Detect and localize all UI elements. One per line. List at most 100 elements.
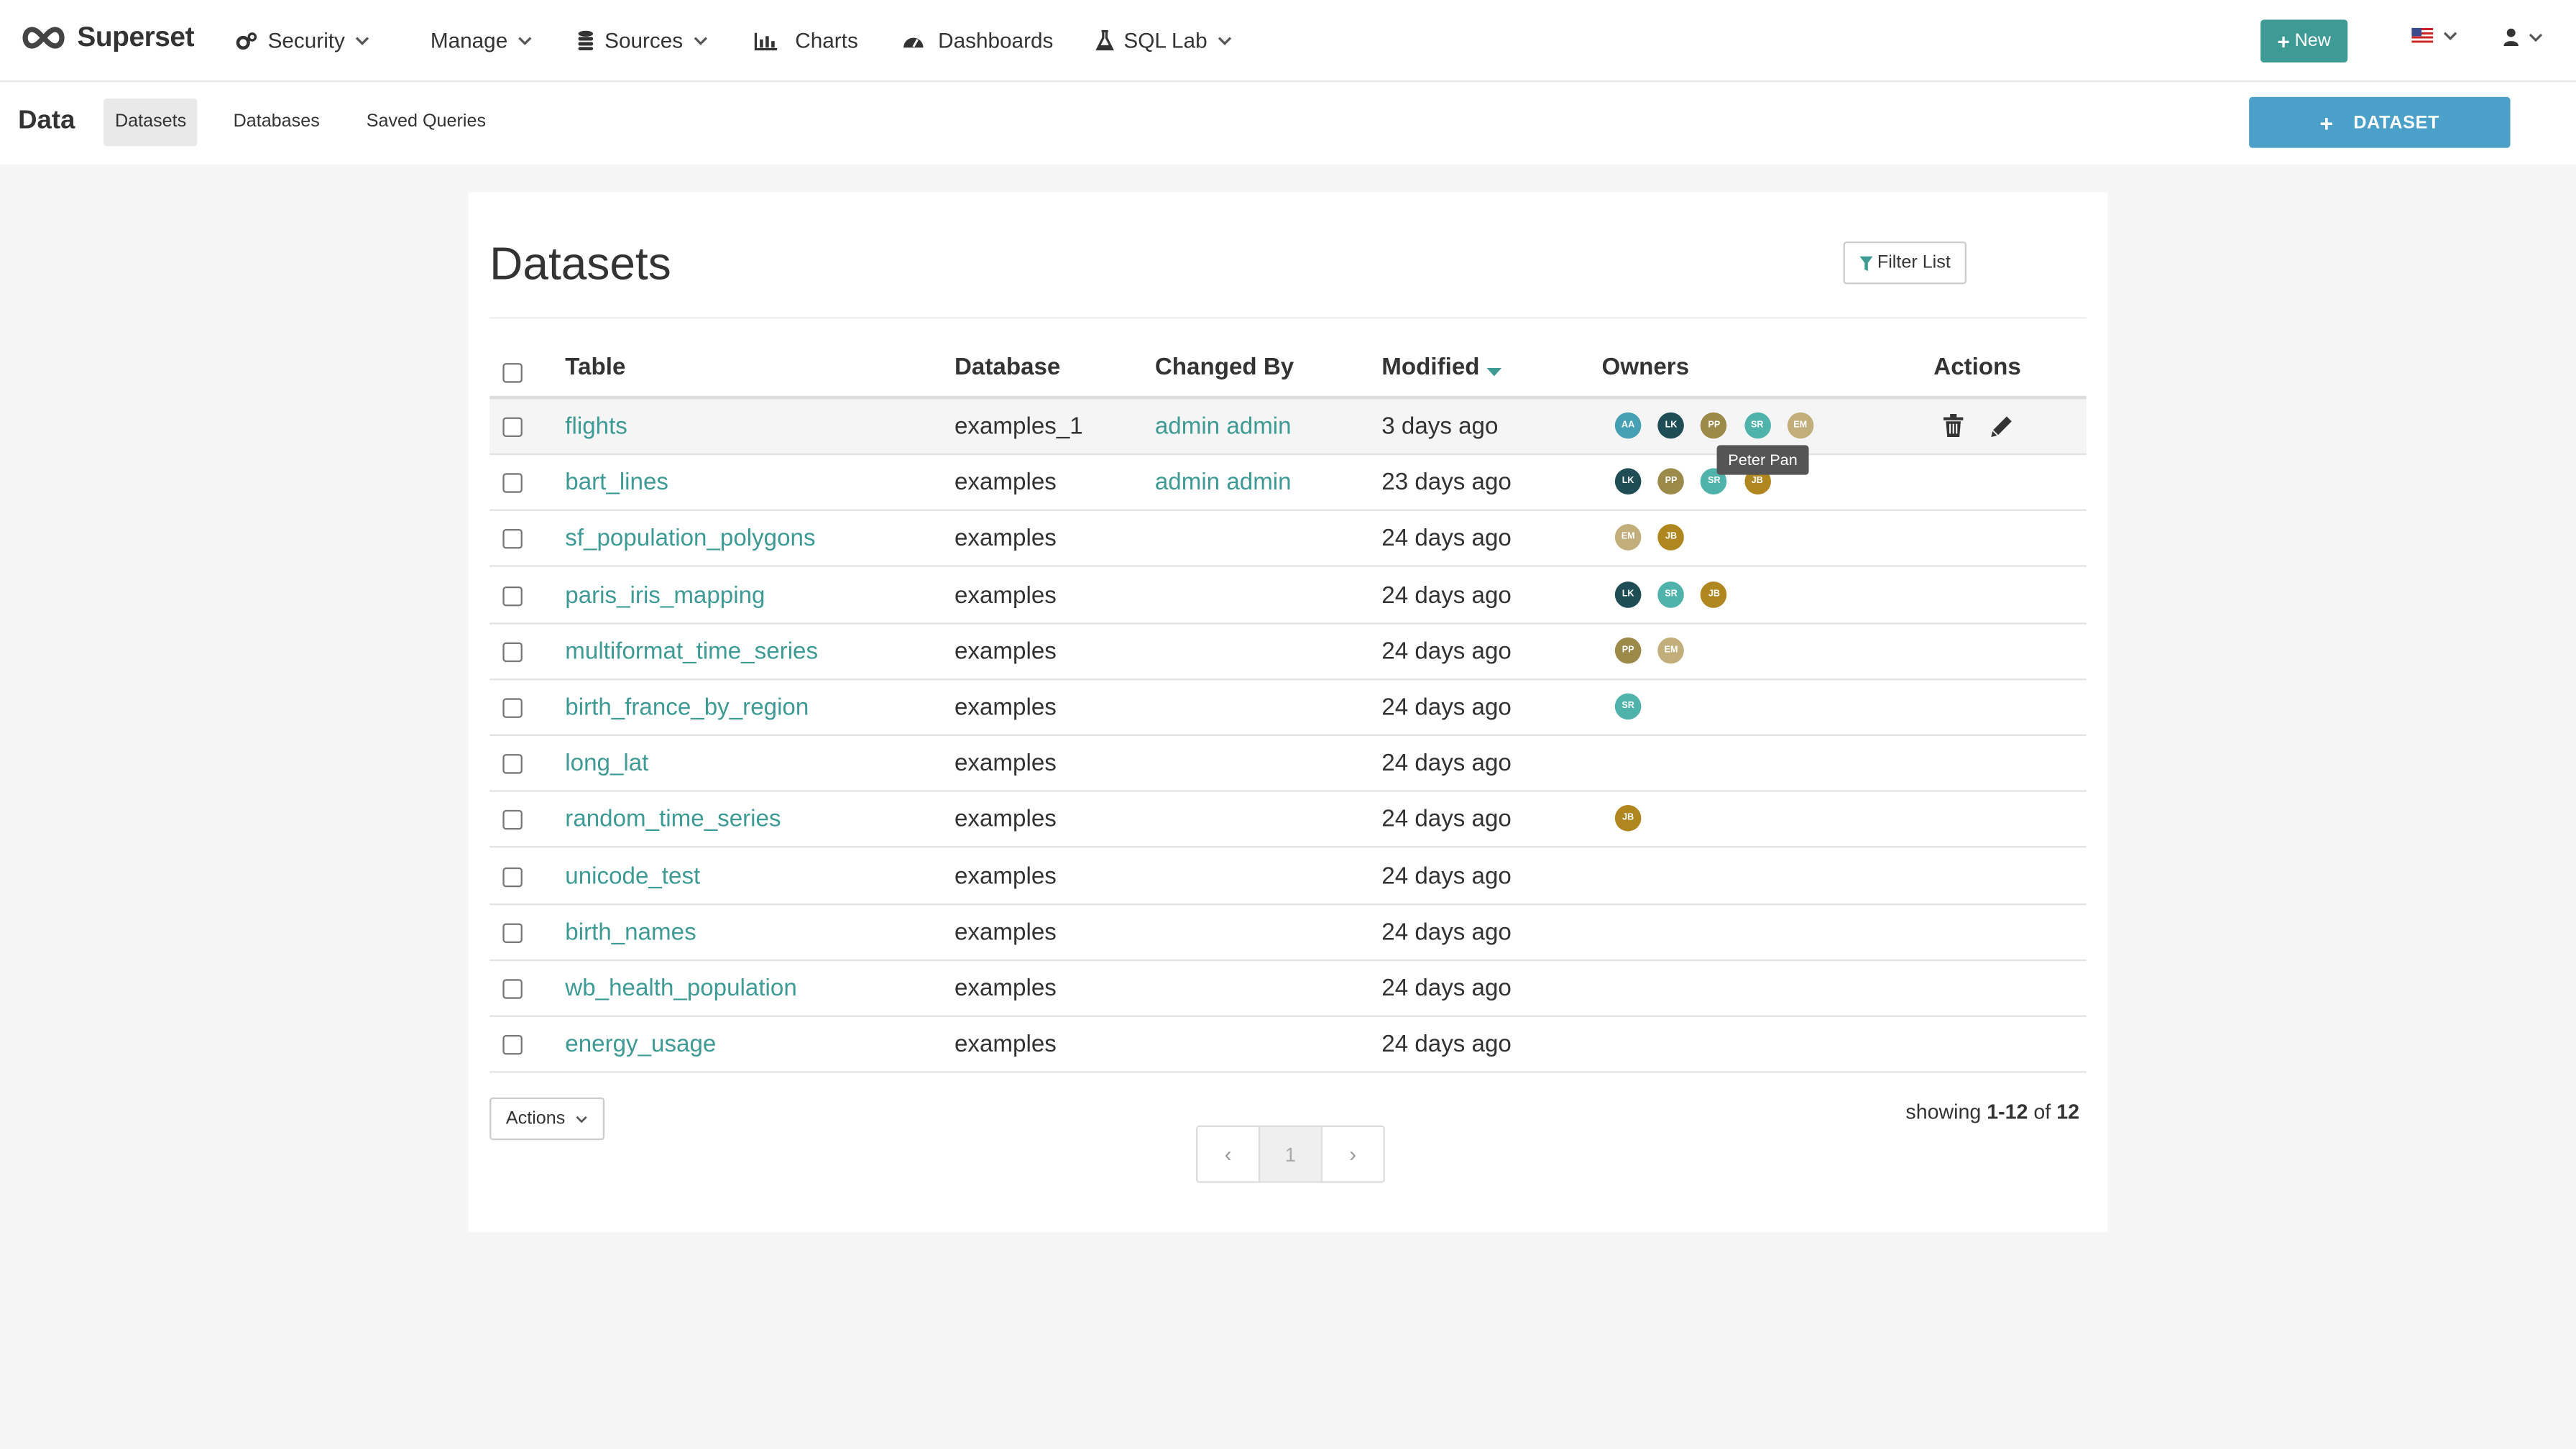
owner-avatar[interactable]: EM (1787, 412, 1813, 439)
tab-databases[interactable]: Databases (233, 111, 320, 132)
superset-logo[interactable]: Superset (19, 22, 195, 55)
database-name: examples_1 (954, 413, 1083, 441)
changed-by-link[interactable]: admin admin (1154, 470, 1292, 497)
column-header-database[interactable]: Database (954, 354, 1061, 382)
database-name: examples (954, 919, 1057, 947)
new-button-label: New (2294, 31, 2331, 51)
nav-sql-lab[interactable]: SQL Lab (1095, 28, 1232, 52)
column-header-changed-by[interactable]: Changed By (1154, 354, 1294, 382)
row-checkbox[interactable] (502, 923, 523, 943)
infinity-logo-icon (22, 27, 65, 49)
modified-time: 24 days ago (1381, 975, 1512, 1003)
user-menu[interactable] (2503, 28, 2543, 46)
row-checkbox[interactable] (502, 529, 523, 550)
row-checkbox[interactable] (502, 698, 523, 718)
nav-sources[interactable]: Sources (576, 28, 707, 52)
row-checkbox[interactable] (502, 586, 523, 606)
row-checkbox[interactable] (502, 866, 523, 887)
next-page-button[interactable]: › (1320, 1126, 1384, 1182)
page-button-1[interactable]: 1 (1258, 1126, 1321, 1182)
owner-avatar[interactable]: SR (1614, 693, 1642, 720)
dataset-name-link[interactable]: random_time_series (565, 807, 781, 834)
database-name: examples (954, 863, 1057, 890)
add-dataset-button[interactable]: + DATASET (2249, 96, 2511, 148)
owner-avatar[interactable]: EM (1614, 525, 1642, 551)
owner-avatar[interactable]: EM (1657, 637, 1685, 663)
owner-avatar[interactable]: LK (1657, 412, 1685, 439)
chevron-down-icon (2443, 31, 2457, 40)
bulk-actions-label: Actions (505, 1108, 566, 1129)
database-name: examples (954, 1031, 1057, 1059)
section-title: Data (18, 106, 75, 135)
table-row: sf_population_polygons examples 24 days ag… (489, 512, 2087, 568)
owner-avatar[interactable]: SR (1744, 412, 1771, 439)
showing-range: 1-12 (1987, 1100, 2028, 1124)
nav-manage[interactable]: Manage (431, 28, 533, 52)
owner-avatar[interactable]: PP (1657, 468, 1685, 495)
table-row: birth_france_by_region examples 24 days ag… (489, 680, 2087, 736)
nav-charts[interactable]: Charts (754, 28, 858, 52)
nav-manage-label: Manage (430, 27, 508, 53)
dataset-name-link[interactable]: wb_health_population (565, 975, 797, 1003)
row-checkbox[interactable] (502, 810, 523, 831)
owner-avatar[interactable]: PP (1701, 412, 1728, 439)
language-picker[interactable] (2411, 27, 2457, 43)
modified-time: 24 days ago (1381, 582, 1512, 610)
owner-avatar[interactable]: LK (1614, 581, 1642, 607)
row-checkbox[interactable] (502, 642, 523, 662)
dataset-name-link[interactable]: multiformat_time_series (565, 638, 819, 666)
nav-security[interactable]: Security (235, 28, 369, 52)
nav-sources-label: Sources (604, 27, 684, 53)
filter-list-button[interactable]: Filter List (1843, 241, 1966, 285)
table-row: energy_usage examples 24 days ago (489, 1017, 2087, 1073)
tab-datasets[interactable]: Datasets (103, 98, 198, 147)
dataset-name-link[interactable]: energy_usage (565, 1031, 717, 1059)
row-checkbox[interactable] (502, 417, 523, 437)
nav-security-label: Security (267, 27, 345, 53)
pencil-icon[interactable] (1990, 414, 2014, 447)
nav-dashboards[interactable]: Dashboards (902, 28, 1053, 52)
tab-saved-queries[interactable]: Saved Queries (366, 111, 487, 132)
table-row: wb_health_population examples 24 days ago (489, 961, 2087, 1017)
dataset-name-link[interactable]: bart_lines (565, 470, 668, 497)
owner-avatar[interactable]: JB (1614, 805, 1642, 832)
dataset-name-link[interactable]: sf_population_polygons (565, 526, 816, 553)
column-header-table[interactable]: Table (565, 354, 626, 382)
owner-avatar[interactable]: SR (1657, 581, 1685, 607)
dataset-name-link[interactable]: birth_names (565, 919, 696, 947)
database-name: examples (954, 975, 1057, 1003)
select-all-checkbox[interactable] (502, 363, 523, 383)
column-header-owners: Owners (1601, 354, 1690, 382)
dataset-name-link[interactable]: paris_iris_mapping (565, 582, 765, 610)
trash-icon[interactable] (1943, 413, 1964, 445)
column-header-modified[interactable]: Modified (1381, 355, 1501, 381)
cogs-icon (236, 31, 257, 49)
table-row: paris_iris_mapping examples 24 days ago LK S… (489, 568, 2087, 624)
row-checkbox[interactable] (502, 473, 523, 494)
bar-chart-icon (754, 32, 778, 50)
dataset-name-link[interactable]: flights (565, 413, 627, 441)
database-name: examples (954, 694, 1057, 722)
owner-avatar[interactable]: AA (1614, 412, 1642, 439)
row-checkbox[interactable] (502, 979, 523, 999)
prev-page-button[interactable]: ‹ (1224, 1141, 1232, 1167)
column-header-actions: Actions (1933, 354, 2021, 382)
bulk-actions-button[interactable]: Actions (489, 1097, 605, 1141)
dataset-name-link[interactable]: long_lat (565, 750, 649, 778)
nav-charts-label: Charts (795, 27, 858, 53)
new-button[interactable]: + New (2260, 19, 2348, 63)
row-checkbox[interactable] (502, 754, 523, 774)
changed-by-link[interactable]: admin admin (1154, 413, 1292, 441)
owner-avatar[interactable]: JB (1657, 525, 1685, 551)
datasets-panel: Datasets Filter List Table Database Chan… (468, 192, 2108, 1233)
dataset-name-link[interactable]: unicode_test (565, 863, 701, 890)
row-checkbox[interactable] (502, 1035, 523, 1055)
owner-avatar[interactable]: LK (1614, 468, 1642, 495)
flask-icon (1095, 29, 1114, 51)
us-flag-icon (2411, 27, 2434, 43)
database-name: examples (954, 638, 1057, 666)
owner-avatar[interactable]: PP (1614, 637, 1642, 663)
chevron-down-icon (2529, 32, 2543, 42)
dataset-name-link[interactable]: birth_france_by_region (565, 694, 809, 722)
owner-avatar[interactable]: JB (1701, 581, 1728, 607)
